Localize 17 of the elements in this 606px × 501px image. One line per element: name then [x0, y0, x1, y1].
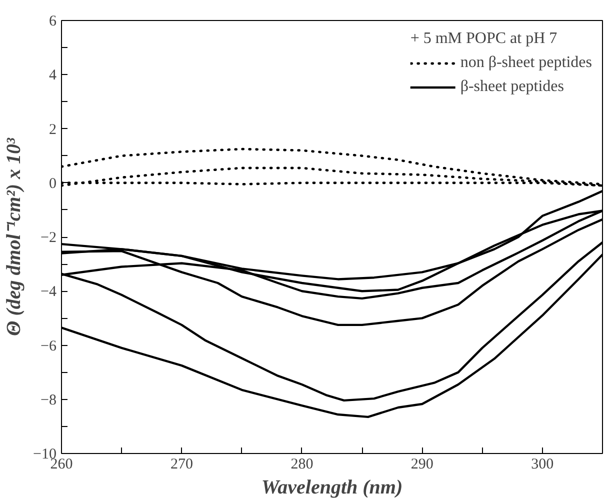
y-tick-label: 6	[49, 14, 57, 30]
legend-title: + 5 mM POPC at pH 7	[410, 30, 558, 48]
y-tick-label: 4	[49, 68, 57, 84]
x-tick-label: 280	[290, 456, 314, 472]
y-axis-title: Θ (deg dmol⁻¹cm²) x 10³	[3, 137, 26, 336]
x-tick-label: 300	[531, 456, 554, 472]
y-tick-label: −6	[40, 338, 57, 354]
y-tick-label: −4	[40, 284, 57, 300]
x-tick-label: 270	[170, 456, 193, 472]
y-tick-label: −8	[40, 392, 57, 408]
y-tick-label: 0	[49, 176, 56, 192]
legend-label: β-sheet peptides	[460, 78, 564, 96]
y-tick-label: 2	[49, 122, 56, 138]
legend-label: non β-sheet peptides	[460, 54, 592, 72]
y-tick-label: −2	[40, 230, 57, 246]
x-tick-label: 290	[410, 456, 434, 472]
x-axis-title: Wavelength (nm)	[261, 476, 403, 498]
